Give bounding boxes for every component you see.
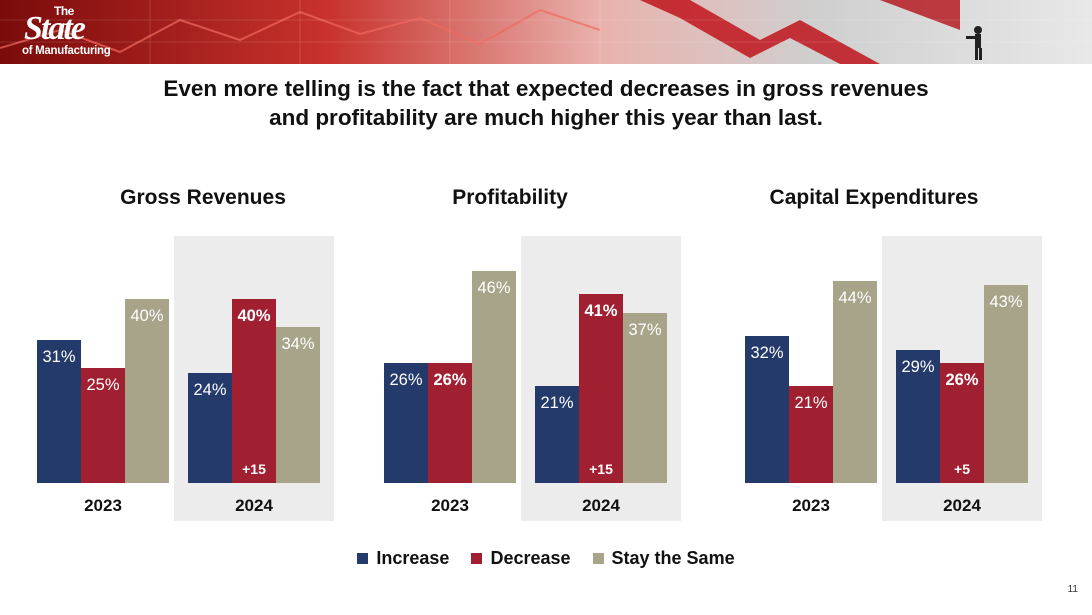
headline-line-1: Even more telling is the fact that expec… xyxy=(163,76,929,101)
profitability-bar-2024-increase xyxy=(535,386,579,483)
legend-item-decrease: Decrease xyxy=(471,548,571,569)
capital-expenditures-label-2023-decrease: 21% xyxy=(794,394,828,413)
profitability-year-2023: 2023 xyxy=(431,496,469,515)
profitability-label-2024-increase: 21% xyxy=(540,394,574,413)
legend-label-decrease: Decrease xyxy=(490,548,571,568)
capital-expenditures-label-2023-stay-the-same: 44% xyxy=(838,288,872,307)
gross-revenues-label-2024-increase: 24% xyxy=(193,380,227,399)
chart-legend: Increase Decrease Stay the Same xyxy=(0,548,1092,569)
gross-revenues-bar-2024-increase xyxy=(188,372,232,483)
headline-line-2: and profitability are much higher this y… xyxy=(269,105,823,130)
gross-revenues-year-2023: 2023 xyxy=(84,496,122,515)
capital-expenditures-chart-title: Capital Expenditures xyxy=(769,186,979,209)
gross-revenues-bar-2023-stay-the-same xyxy=(125,299,169,483)
capital-expenditures-label-2024-decrease: 26% xyxy=(945,371,979,390)
profitability-label-2024-decrease: 41% xyxy=(584,302,618,321)
capital-expenditures-bar-2023-stay-the-same xyxy=(833,280,877,483)
capital-expenditures-label-2024-stay-the-same: 43% xyxy=(989,293,1023,312)
slide-headline: Even more telling is the fact that expec… xyxy=(0,74,1092,132)
gross-revenues-label-2024-decrease: 40% xyxy=(237,307,271,325)
capital-expenditures-bar-2023-increase xyxy=(745,335,789,483)
capital-expenditures-bar-2024-increase xyxy=(896,349,940,483)
profitability-label-2023-stay-the-same: 46% xyxy=(477,279,511,298)
capital-expenditures-bar-2024-decrease xyxy=(940,363,984,483)
profitability-bar-2023-stay-the-same xyxy=(472,271,516,483)
legend-swatch-increase xyxy=(357,553,369,564)
gross-revenues-label-2023-stay-the-same: 40% xyxy=(130,307,164,325)
profitability-label-2023-increase: 26% xyxy=(389,371,423,390)
gross-revenues-bar-2023-decrease xyxy=(81,368,125,483)
capital-expenditures-year-2023: 2023 xyxy=(792,496,830,515)
legend-label-stay-the-same: Stay the Same xyxy=(611,548,735,568)
capital-expenditures-delta-annotation: +5 xyxy=(954,461,970,477)
gross-revenues-delta-annotation: +15 xyxy=(242,461,266,477)
gross-revenues-bar-2024-decrease xyxy=(232,299,276,483)
gross-revenues-bar-2023-increase xyxy=(37,340,81,483)
page-number: 11 xyxy=(1067,584,1078,595)
legend-item-stay-the-same: Stay the Same xyxy=(592,548,735,569)
profitability-bar-2023-decrease xyxy=(428,363,472,483)
profitability-bar-2023-increase xyxy=(384,363,428,483)
profitability-chart-title: Profitability xyxy=(452,186,568,209)
logo-the: The xyxy=(54,4,74,18)
capital-expenditures-label-2024-increase: 29% xyxy=(901,357,935,376)
header-banner: The State of Manufacturing xyxy=(0,0,1092,64)
logo-state: State xyxy=(24,10,86,47)
gross-revenues-year-2024: 2024 xyxy=(235,496,273,515)
legend-swatch-decrease xyxy=(471,553,483,564)
profitability-bar-2024-decrease xyxy=(579,294,623,483)
profitability-label-2023-decrease: 26% xyxy=(433,371,467,390)
capital-expenditures-bar-2024-stay-the-same xyxy=(984,285,1028,483)
legend-item-increase: Increase xyxy=(357,548,449,569)
banner-graph-decoration xyxy=(0,0,1092,64)
profitability-delta-annotation: +15 xyxy=(589,461,613,477)
gross-revenues-chart-title: Gross Revenues xyxy=(120,186,286,209)
person-pushing-arrow-icon xyxy=(966,26,982,60)
capital-expenditures-bar-2023-decrease xyxy=(789,386,833,483)
capital-expenditures-label-2023-increase: 32% xyxy=(750,343,784,362)
gross-revenues-label-2023-decrease: 25% xyxy=(86,376,120,394)
gross-revenues-bar-2024-stay-the-same xyxy=(276,326,320,483)
logo-of-manufacturing: of Manufacturing xyxy=(22,45,111,57)
capital-expenditures-year-2024: 2024 xyxy=(943,496,981,515)
legend-label-increase: Increase xyxy=(376,548,450,568)
profitability-label-2024-stay-the-same: 37% xyxy=(628,320,662,339)
gross-revenues-label-2023-increase: 31% xyxy=(42,348,76,367)
profitability-year-2024: 2024 xyxy=(582,496,620,515)
profitability-bar-2024-stay-the-same xyxy=(623,312,667,483)
legend-swatch-stay-the-same xyxy=(592,553,604,564)
gross-revenues-label-2024-stay-the-same: 34% xyxy=(281,334,315,353)
